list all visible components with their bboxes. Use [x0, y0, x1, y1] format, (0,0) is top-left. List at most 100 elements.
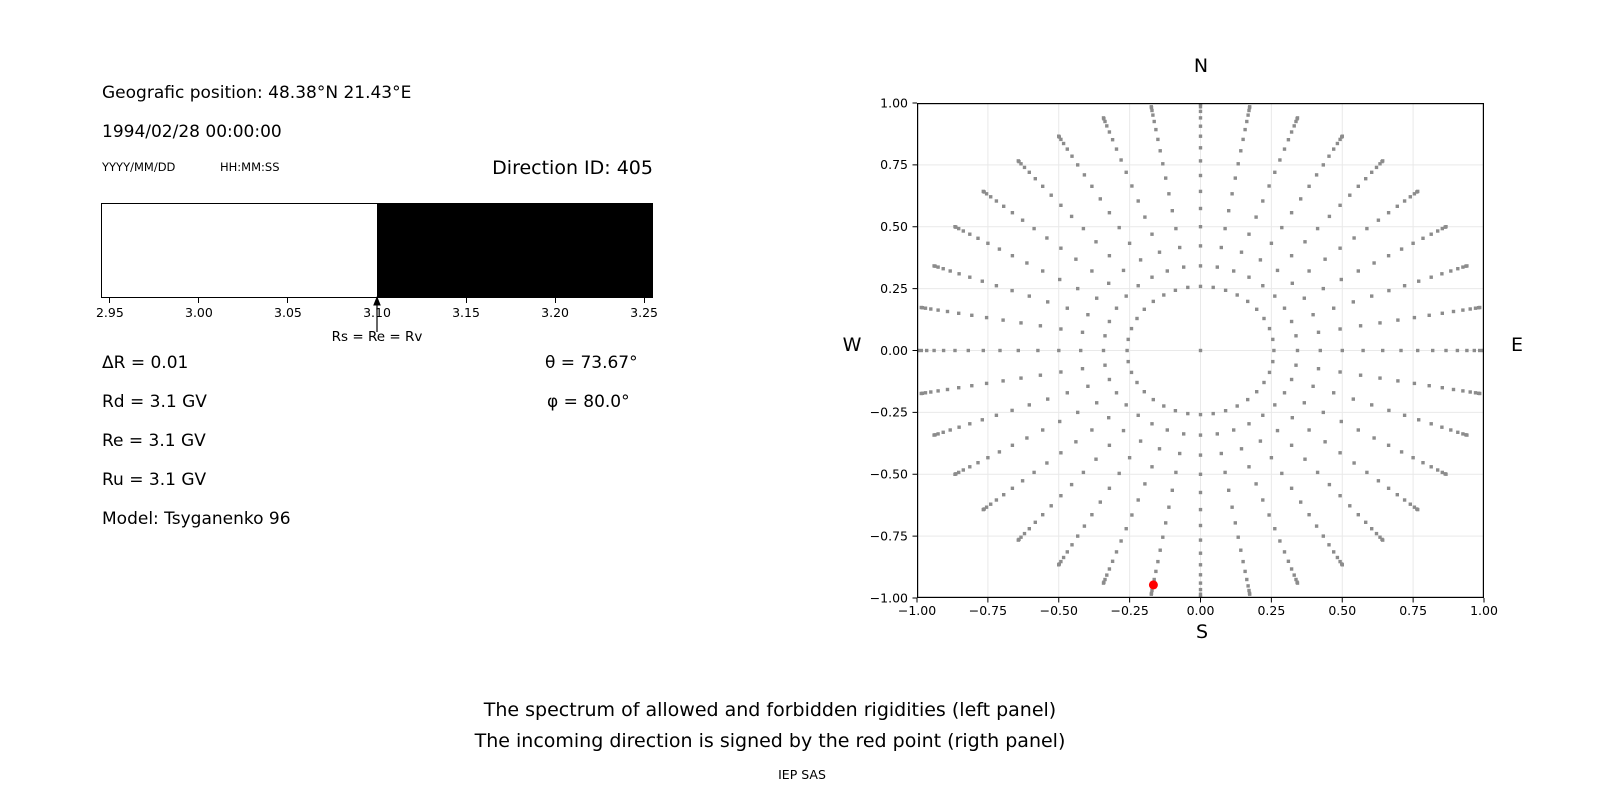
spectrum-tick-label: 2.95 — [95, 305, 124, 320]
spectrum-tick-mark — [643, 298, 645, 303]
direction-dot — [1338, 370, 1342, 374]
direction-dot — [1198, 551, 1203, 555]
direction-dot — [989, 195, 993, 199]
direction-dot — [1473, 306, 1478, 310]
direction-dot — [941, 267, 945, 271]
direction-dot — [1178, 245, 1182, 250]
direction-dot — [945, 387, 950, 392]
direction-dot — [1198, 433, 1203, 437]
direction-dot — [1032, 470, 1036, 475]
direction-dot — [1041, 513, 1045, 517]
direction-dot — [1198, 116, 1203, 120]
direction-dot — [1101, 348, 1106, 353]
direction-dot — [1198, 453, 1203, 457]
direction-dot — [968, 422, 972, 426]
direction-dot — [1130, 513, 1134, 517]
geographic-position-text: Geografic position: 48.38°N 21.43°E — [102, 83, 412, 103]
direction-dot — [980, 279, 984, 283]
direction-dot — [1338, 559, 1342, 564]
direction-dot — [1161, 535, 1165, 539]
direction-dot — [1020, 218, 1025, 222]
direction-dot — [1294, 577, 1298, 582]
direction-dot — [1427, 313, 1431, 317]
direction-dot — [1094, 240, 1098, 244]
direction-dot — [1378, 535, 1382, 539]
direction-dot — [1456, 430, 1460, 434]
direction-dot — [1156, 137, 1160, 142]
direction-dot — [1262, 380, 1266, 385]
incoming-direction-chart: −1.00 −0.75 −0.50 −0.25 0.00 0.25 0.50 0.75 1.00… — [870, 95, 1498, 618]
direction-dot — [1254, 482, 1258, 486]
direction-dot — [1338, 327, 1342, 331]
direction-dot — [1429, 275, 1433, 279]
direction-dot — [1440, 425, 1444, 429]
direction-dot — [1275, 268, 1280, 273]
direction-dot — [1010, 408, 1014, 413]
direction-dot — [1173, 288, 1178, 292]
direction-dot — [1010, 486, 1015, 490]
direction-dot — [1248, 105, 1252, 109]
direction-dot — [1167, 505, 1171, 509]
x-tick-label: 0.75 — [1399, 603, 1427, 618]
direction-dot — [1387, 288, 1391, 293]
direction-dot — [986, 456, 990, 460]
direction-dot — [981, 348, 985, 353]
param-model: Model: Tsyganenko 96 — [102, 509, 291, 529]
direction-dot — [1303, 240, 1307, 244]
direction-dot — [961, 468, 965, 472]
param-re: Re = 3.1 GV — [102, 431, 206, 451]
compass-south-label: S — [1195, 621, 1209, 643]
direction-dot — [1065, 147, 1069, 151]
direction-dot — [1339, 419, 1343, 424]
direction-dot — [1348, 504, 1352, 508]
direction-dot — [1472, 348, 1476, 353]
direction-dot — [1198, 189, 1203, 194]
direction-dot — [1198, 134, 1203, 138]
direction-dot — [1036, 348, 1040, 353]
direction-dot — [1314, 173, 1319, 177]
direction-dot — [1232, 269, 1236, 273]
direction-dot — [925, 348, 929, 353]
direction-dot — [1278, 158, 1282, 162]
direction-dot — [1080, 330, 1085, 334]
direction-dot — [1025, 436, 1029, 440]
direction-dot — [1286, 138, 1291, 142]
direction-dot — [957, 272, 961, 276]
direction-dot — [1358, 373, 1363, 377]
direction-dot — [986, 241, 990, 245]
direction-dot — [1198, 523, 1203, 528]
direction-dot — [1058, 277, 1062, 282]
direction-dot — [1010, 288, 1014, 293]
param-delta-r: ΔR = 0.01 — [102, 353, 189, 373]
direction-dot — [1261, 284, 1265, 288]
param-theta: θ = 73.67° — [545, 353, 638, 373]
direction-dot — [1158, 149, 1162, 153]
direction-dot — [1461, 432, 1465, 436]
cutoff-arrow-icon — [373, 296, 381, 332]
direction-dot — [1370, 170, 1374, 174]
direction-dot — [1332, 147, 1336, 151]
direction-dot — [1451, 309, 1456, 314]
direction-dot — [1090, 513, 1094, 517]
direction-dot — [1468, 390, 1472, 394]
direction-dot — [1211, 285, 1215, 290]
direction-dot — [1282, 550, 1287, 554]
direction-dot — [1038, 324, 1043, 328]
direction-dot — [1352, 236, 1356, 240]
direction-dot — [1110, 138, 1115, 142]
direction-dot — [1235, 404, 1239, 408]
direction-dot — [1245, 119, 1249, 124]
direction-dot — [1174, 470, 1178, 475]
direction-dot — [1076, 534, 1080, 538]
direction-dot — [1412, 381, 1417, 386]
direction-dot — [1269, 456, 1274, 460]
direction-dot — [984, 381, 989, 386]
y-tick-label: 0.25 — [880, 281, 908, 296]
direction-dot — [1198, 592, 1203, 596]
direction-dot — [953, 472, 957, 476]
direction-dot — [1081, 226, 1086, 231]
direction-dot — [1130, 184, 1134, 188]
direction-dot — [1082, 524, 1087, 528]
direction-dot — [1178, 451, 1182, 456]
direction-dot — [1027, 527, 1031, 531]
